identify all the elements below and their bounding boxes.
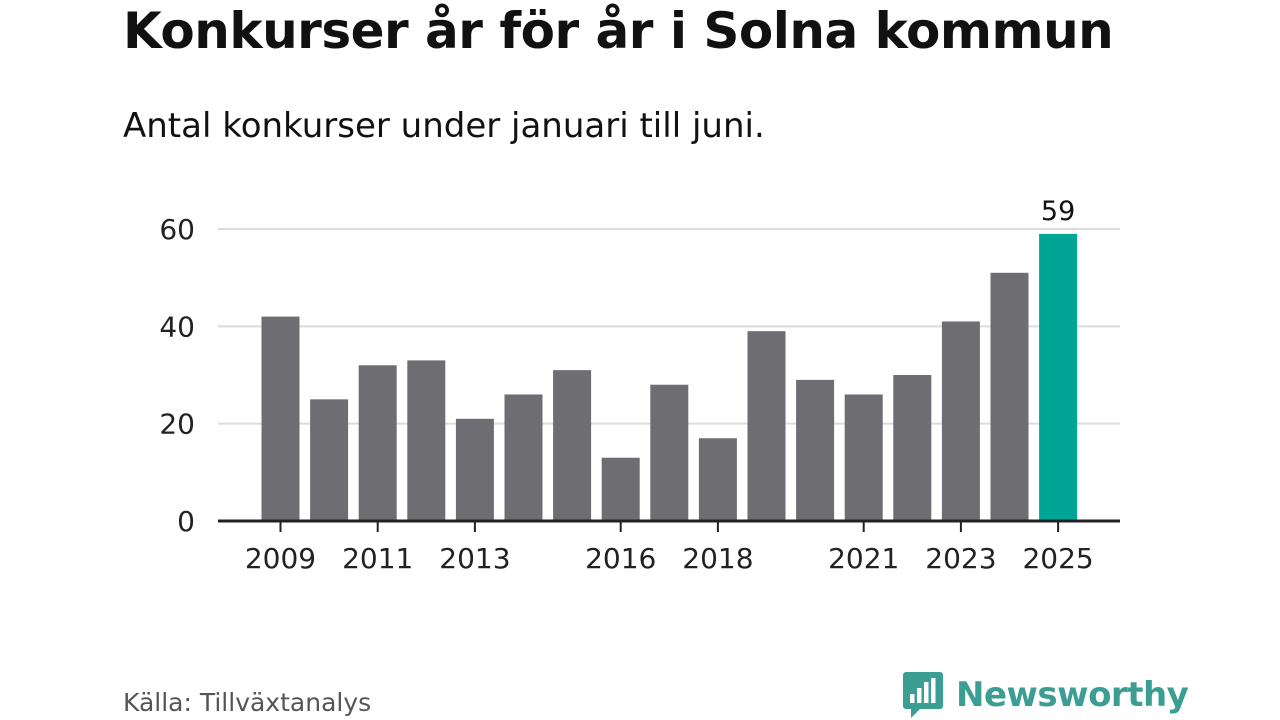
bars bbox=[261, 233, 1078, 521]
x-tick-label-2023: 2023 bbox=[925, 542, 996, 575]
x-tick-label-2021: 2021 bbox=[828, 542, 899, 575]
y-tick-label-0: 0 bbox=[177, 505, 195, 538]
newsworthy-logo-icon bbox=[903, 672, 943, 718]
bar-2017 bbox=[650, 384, 689, 521]
bar-2025 bbox=[1039, 233, 1078, 521]
bar-2013 bbox=[455, 418, 494, 521]
bar-2011 bbox=[358, 365, 397, 521]
x-tick-label-2018: 2018 bbox=[682, 542, 753, 575]
y-tick-label-20: 20 bbox=[159, 408, 195, 441]
brand-logo: Newsworthy bbox=[902, 670, 1189, 720]
chart-subtitle: Antal konkurser under januari till juni. bbox=[123, 106, 765, 146]
data-label-2025: 59 bbox=[1041, 196, 1075, 227]
bar-2023 bbox=[941, 321, 980, 521]
x-tick-label-2025: 2025 bbox=[1022, 542, 1093, 575]
bar-2012 bbox=[407, 360, 446, 521]
bar-2016 bbox=[601, 457, 640, 521]
x-tick-label-2011: 2011 bbox=[342, 542, 413, 575]
bar-2022 bbox=[893, 375, 932, 521]
y-tick-label-60: 60 bbox=[159, 213, 195, 246]
x-tick-label-2016: 2016 bbox=[585, 542, 656, 575]
x-tick-label-2009: 2009 bbox=[245, 542, 316, 575]
brand-name: Newsworthy bbox=[956, 675, 1189, 715]
x-axis-labels: 2009 2011 2013 2016 2018 2021 2023 2025 bbox=[245, 542, 1094, 575]
bar-chart: 0 20 40 60 2009 2011 2013 2016 2018 2021 2023 2025… bbox=[159, 196, 1120, 575]
x-axis bbox=[218, 519, 1120, 532]
bar-2010 bbox=[310, 399, 349, 521]
bar-2024 bbox=[990, 272, 1029, 521]
bar-2018 bbox=[698, 438, 737, 521]
x-tick-label-2013: 2013 bbox=[439, 542, 510, 575]
bar-2020 bbox=[796, 379, 835, 521]
bar-2021 bbox=[844, 394, 883, 521]
source-note: Källa: Tillväxtanalys bbox=[123, 688, 372, 717]
y-tick-label-40: 40 bbox=[159, 310, 195, 343]
bar-2015 bbox=[553, 370, 592, 521]
chart-title: Konkurser år för år i Solna kommun bbox=[123, 2, 1114, 60]
data-labels: 59 bbox=[1041, 196, 1075, 227]
y-axis-labels: 0 20 40 60 bbox=[159, 213, 195, 538]
bar-2019 bbox=[747, 331, 786, 521]
bar-2009 bbox=[261, 316, 300, 521]
bar-2014 bbox=[504, 394, 543, 521]
